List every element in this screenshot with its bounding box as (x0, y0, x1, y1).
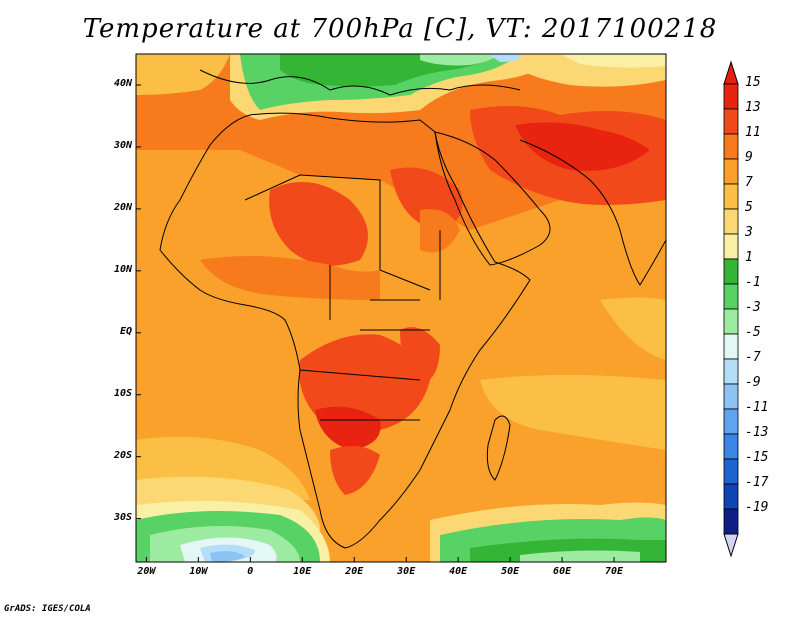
colorbar-label: -5 (745, 325, 761, 340)
lat-tick-label: 10S (113, 387, 132, 399)
lon-tick-label: 20W (137, 566, 156, 577)
colorbar-label: -9 (745, 375, 761, 390)
colorbar-label: 3 (745, 225, 753, 240)
colorbar-swatch (723, 508, 739, 535)
colorbar-top-arrow (723, 60, 739, 85)
colorbar-label: 11 (745, 125, 761, 140)
colorbar-swatch (723, 283, 739, 310)
colorbar-label: -7 (745, 350, 761, 365)
colorbar-swatch (723, 258, 739, 285)
lon-tick-label: 50E (501, 566, 520, 577)
colorbar-label: 1 (745, 250, 753, 265)
lat-tick-label: EQ (119, 325, 132, 337)
colorbar-swatch (723, 308, 739, 335)
lon-tick-label: 0 (247, 566, 254, 577)
lat-tick-label: 30S (113, 511, 132, 523)
map-title: Temperature at 700hPa [C], VT: 201710021… (82, 14, 718, 44)
colorbar-label: 7 (745, 175, 753, 190)
colorbar (723, 60, 739, 558)
colorbar-swatch (723, 458, 739, 485)
lon-tick-label: 10E (293, 566, 312, 577)
colorbar-label: -17 (745, 475, 769, 490)
lat-tick-label: 20S (113, 449, 132, 461)
temperature-field (136, 54, 666, 562)
colorbar-swatch (723, 333, 739, 360)
colorbar-label: 13 (745, 100, 761, 115)
colorbar-swatch (723, 133, 739, 160)
lat-tick-label: 20N (113, 201, 132, 213)
colorbar-label: -1 (745, 275, 761, 290)
colorbar-swatch (723, 433, 739, 460)
colorbar-swatch (723, 383, 739, 410)
colorbar-swatch (723, 183, 739, 210)
colorbar-swatch (723, 483, 739, 510)
colorbar-swatch (723, 83, 739, 110)
colorbar-swatch (723, 208, 739, 235)
lat-tick-label: 40N (113, 77, 132, 89)
colorbar-swatch (723, 108, 739, 135)
lon-tick-label: 60E (553, 566, 572, 577)
colorbar-label: -11 (745, 400, 769, 415)
colorbar-swatch (723, 358, 739, 385)
axis-ticks (136, 84, 615, 562)
colorbar-swatch (723, 158, 739, 185)
coastlines (159, 69, 666, 549)
credit-label: GrADS: IGES/COLA (4, 604, 91, 614)
lon-tick-label: 20E (345, 566, 364, 577)
lon-tick-label: 40E (449, 566, 468, 577)
colorbar-label: -3 (745, 300, 761, 315)
lon-tick-label: 10W (189, 566, 208, 577)
lon-tick-label: 30E (397, 566, 416, 577)
colorbar-label: 5 (745, 200, 753, 215)
colorbar-swatch (723, 233, 739, 260)
lon-tick-label: 70E (605, 566, 624, 577)
colorbar-label: -19 (745, 500, 769, 515)
map-frame (135, 53, 667, 563)
colorbar-swatch (723, 408, 739, 435)
colorbar-label: -15 (745, 450, 769, 465)
colorbar-label: 15 (745, 75, 761, 90)
lat-tick-label: 30N (113, 139, 132, 151)
colorbar-label: -13 (745, 425, 769, 440)
colorbar-label: 9 (745, 150, 753, 165)
colorbar-bottom-arrow (723, 533, 739, 558)
lat-tick-label: 10N (113, 263, 132, 275)
